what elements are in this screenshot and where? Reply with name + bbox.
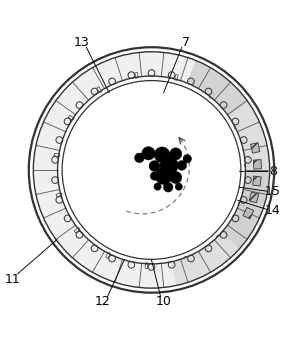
Bar [145, 263, 148, 268]
Bar [106, 252, 110, 258]
Bar [209, 93, 215, 98]
Bar [54, 153, 60, 157]
Circle shape [149, 161, 160, 171]
Bar [184, 257, 188, 262]
Text: 11: 11 [4, 273, 20, 285]
Bar [234, 124, 240, 129]
Bar [238, 202, 244, 206]
Bar [68, 115, 74, 120]
Bar [253, 176, 261, 186]
Bar [249, 192, 259, 203]
Wedge shape [171, 233, 239, 285]
Text: 7: 7 [182, 36, 190, 49]
Bar [243, 207, 254, 219]
Circle shape [154, 183, 161, 190]
Circle shape [177, 161, 187, 170]
Circle shape [142, 147, 155, 160]
Circle shape [154, 147, 170, 163]
Circle shape [160, 156, 178, 174]
Wedge shape [187, 60, 248, 116]
Circle shape [175, 183, 182, 190]
Wedge shape [33, 52, 270, 288]
Circle shape [135, 153, 144, 163]
Bar [135, 73, 138, 78]
Bar [175, 75, 178, 80]
Bar [216, 235, 222, 240]
Wedge shape [221, 170, 270, 249]
Bar [251, 143, 260, 153]
Bar [253, 160, 261, 169]
Bar [244, 164, 250, 166]
Circle shape [150, 172, 159, 180]
Wedge shape [228, 102, 270, 170]
Text: 15: 15 [265, 185, 281, 198]
Circle shape [170, 171, 182, 184]
Bar [56, 193, 62, 196]
Bar [74, 228, 80, 233]
Text: 14: 14 [265, 205, 281, 217]
Text: 8: 8 [269, 165, 277, 178]
Circle shape [155, 168, 172, 185]
Text: 13: 13 [74, 36, 90, 49]
Circle shape [163, 183, 173, 192]
Bar [97, 87, 102, 92]
Circle shape [183, 155, 191, 163]
Text: 10: 10 [156, 295, 171, 308]
Circle shape [170, 148, 182, 160]
Text: 12: 12 [95, 295, 111, 308]
